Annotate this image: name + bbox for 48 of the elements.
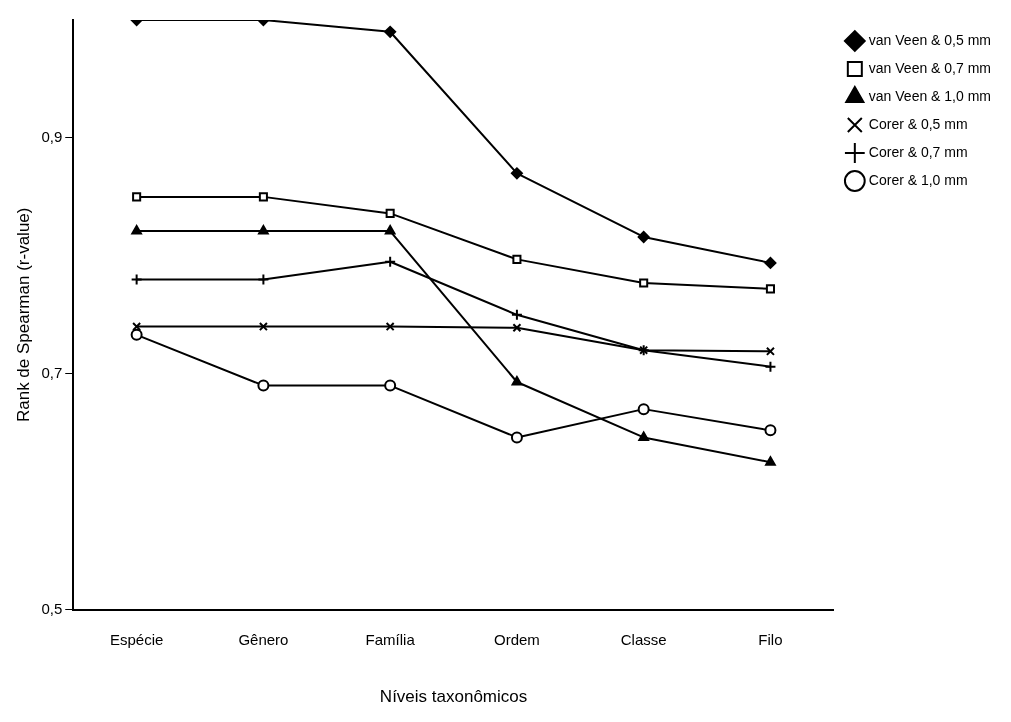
y-tick-label: 0,5 bbox=[41, 599, 63, 617]
x-axis-title: Níveis taxonômicos bbox=[379, 687, 528, 707]
point bbox=[510, 308, 523, 321]
point bbox=[637, 230, 650, 243]
point bbox=[638, 431, 650, 441]
point bbox=[637, 403, 650, 416]
point bbox=[258, 322, 268, 332]
point bbox=[385, 322, 395, 332]
point bbox=[764, 424, 777, 437]
legend-label: Corer & 1,0 mm bbox=[868, 171, 968, 188]
point bbox=[384, 225, 396, 235]
point bbox=[132, 192, 142, 202]
legend-label: Corer & 0,5 mm bbox=[868, 115, 968, 132]
x-tick-label: Espécie bbox=[109, 630, 164, 648]
x-tick-label: Gênero bbox=[238, 630, 289, 648]
y-axis-title: Rank de Spearman (r-value) bbox=[13, 207, 33, 423]
x-tick-label: Família bbox=[365, 630, 416, 648]
point bbox=[639, 278, 649, 288]
x-tick-label: Classe bbox=[620, 630, 667, 648]
x-tick-label: Ordem bbox=[494, 630, 540, 648]
point bbox=[764, 360, 777, 373]
point bbox=[512, 323, 522, 333]
point bbox=[384, 379, 397, 392]
point bbox=[765, 456, 776, 466]
point bbox=[258, 192, 268, 202]
point bbox=[257, 379, 270, 392]
point bbox=[257, 273, 270, 286]
point bbox=[130, 273, 143, 286]
point bbox=[765, 346, 775, 356]
y-tick-label: 0,9 bbox=[41, 128, 63, 146]
point bbox=[384, 25, 397, 38]
x-tick-label: Filo bbox=[758, 630, 783, 648]
point bbox=[510, 167, 523, 180]
point bbox=[385, 208, 395, 218]
point bbox=[384, 255, 397, 268]
y-tick-label: 0,7 bbox=[41, 363, 63, 381]
point bbox=[511, 376, 523, 386]
legend-label: Corer & 0,7 mm bbox=[868, 143, 968, 160]
point bbox=[130, 328, 143, 341]
point bbox=[764, 256, 777, 269]
point bbox=[512, 254, 522, 264]
legend-label: van Veen & 0,7 mm bbox=[868, 59, 992, 76]
point bbox=[258, 225, 269, 235]
legend-label: van Veen & 1,0 mm bbox=[868, 87, 992, 104]
point bbox=[131, 225, 142, 235]
legend-label: van Veen & 0,5 mm bbox=[868, 31, 992, 48]
point bbox=[510, 431, 523, 444]
point bbox=[765, 284, 775, 294]
